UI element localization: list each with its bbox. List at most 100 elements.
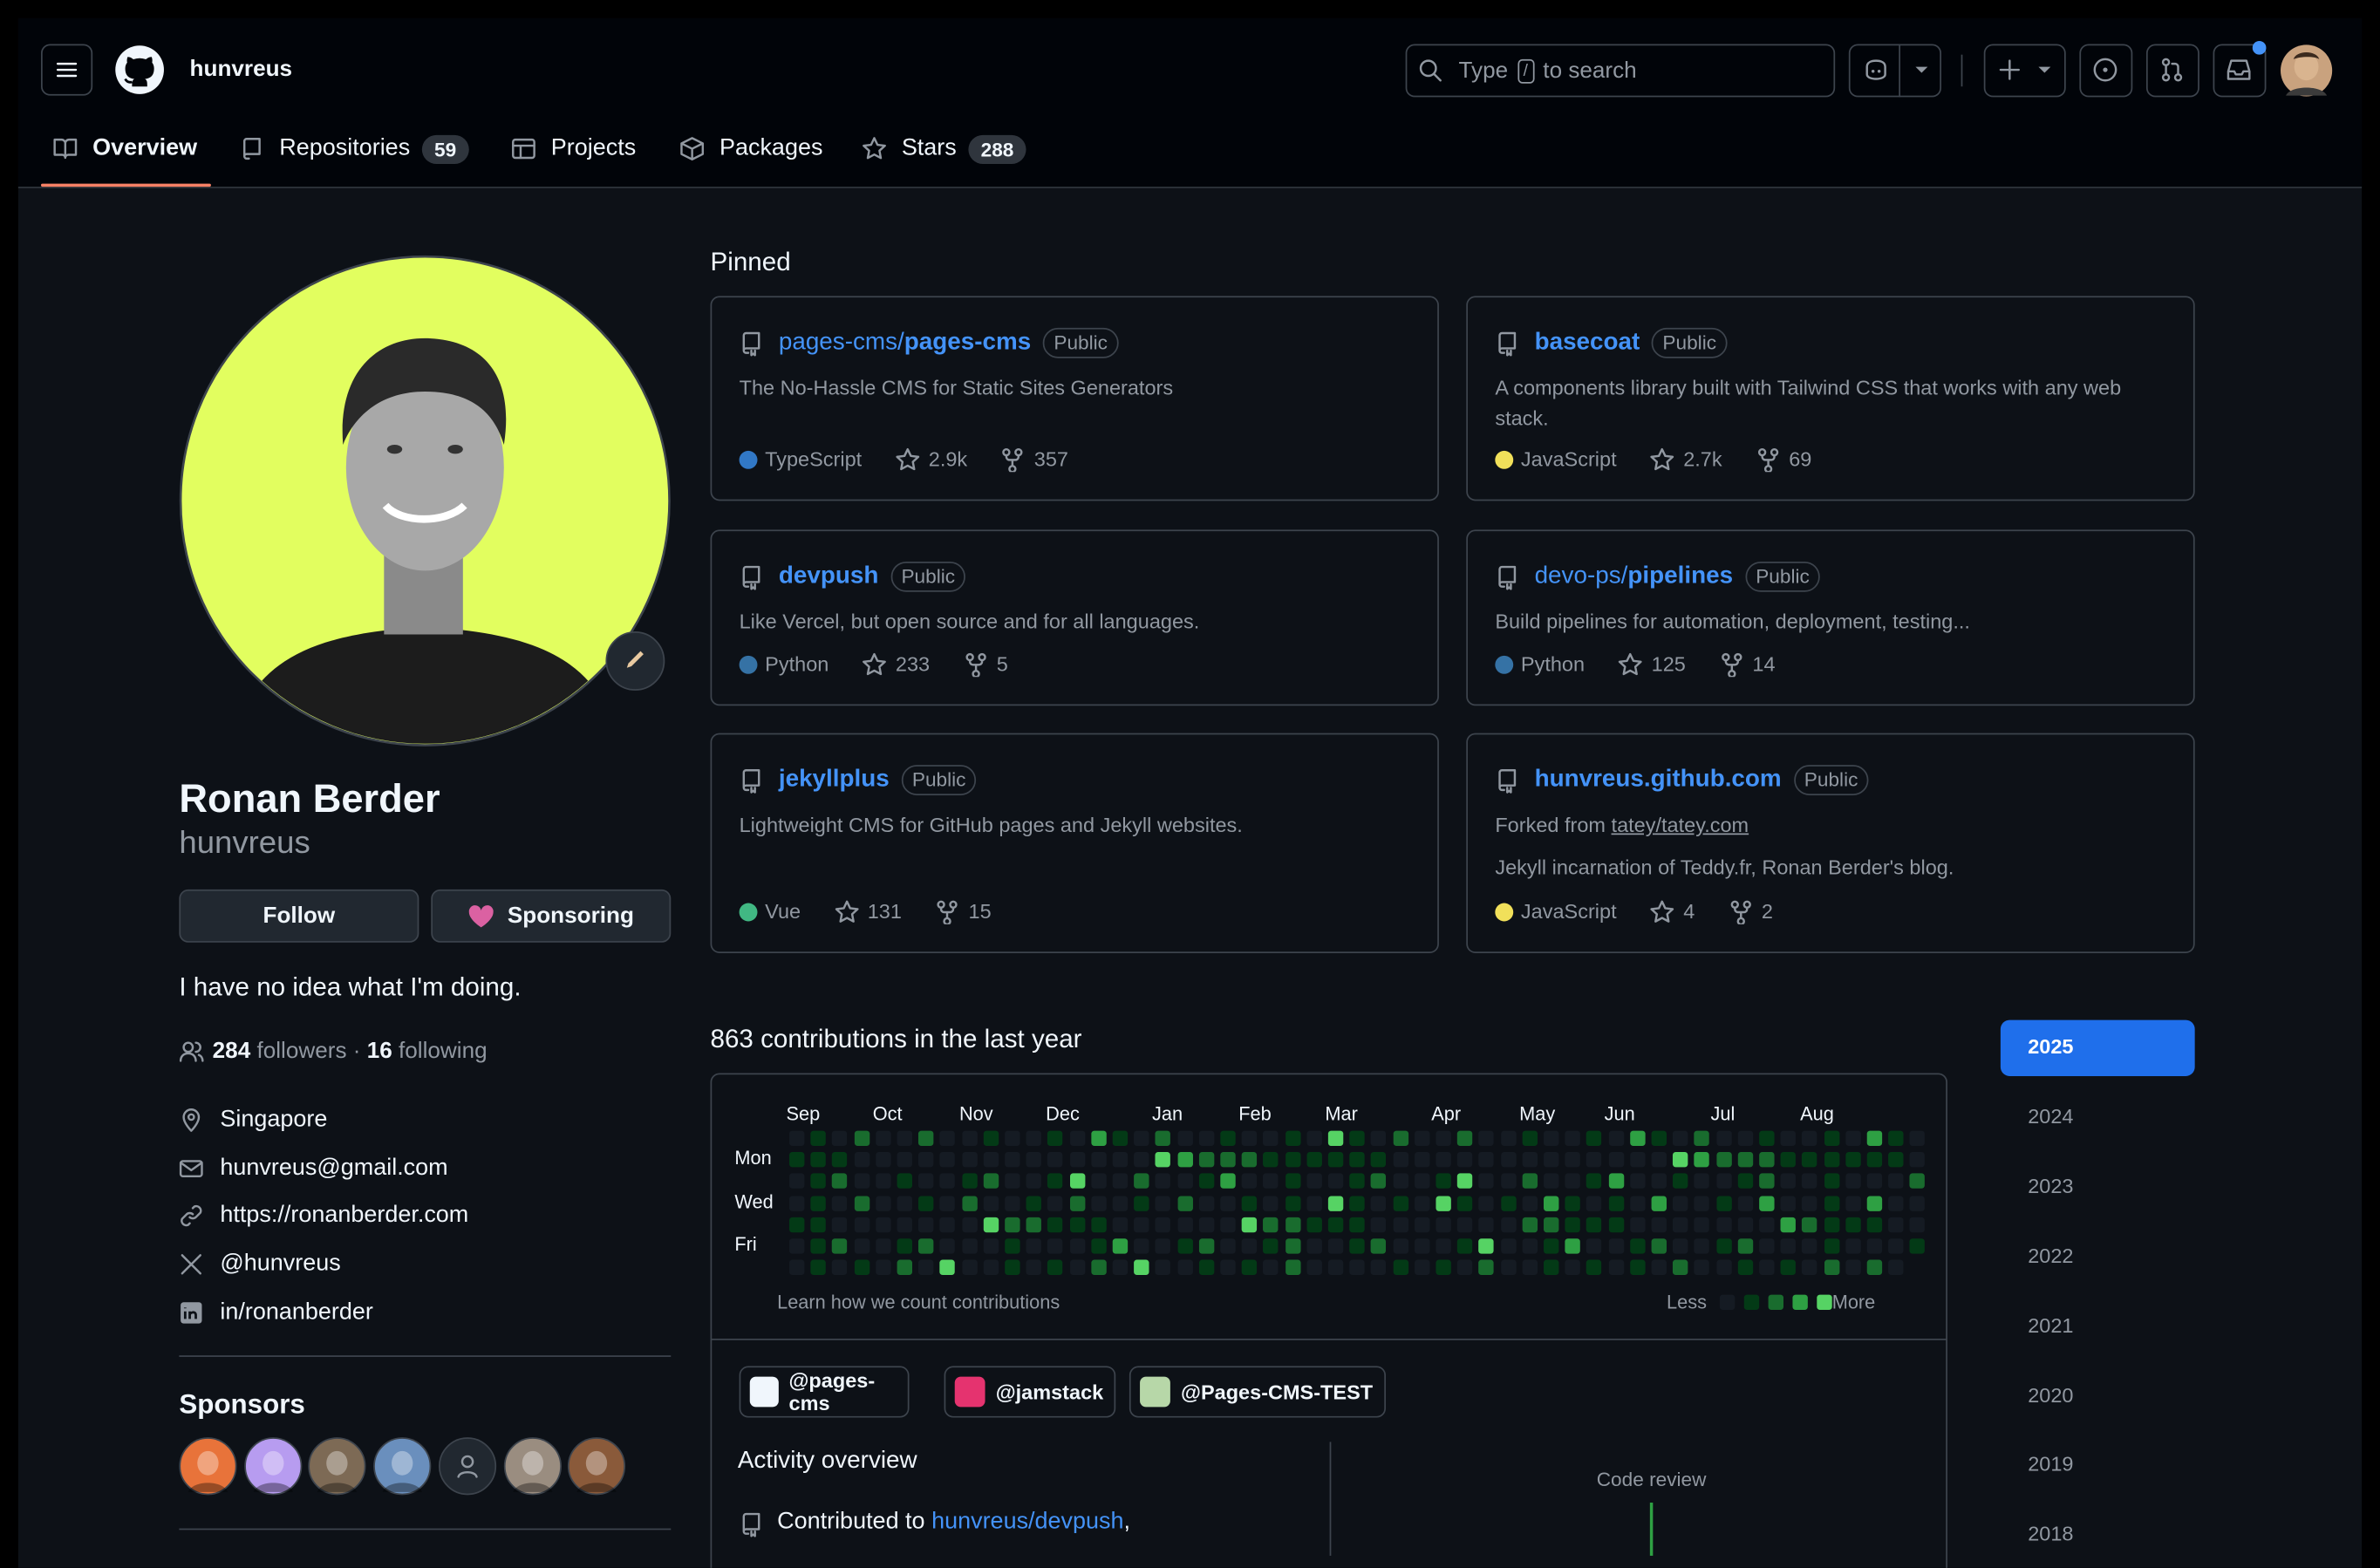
- contribution-cell[interactable]: [1457, 1259, 1473, 1276]
- contribution-cell[interactable]: [1500, 1152, 1516, 1168]
- year-link[interactable]: 2025: [2028, 1034, 2074, 1059]
- contribution-cell[interactable]: [1047, 1238, 1063, 1254]
- contribution-cell[interactable]: [854, 1259, 869, 1276]
- contribution-cell[interactable]: [1522, 1130, 1538, 1147]
- contribution-cell[interactable]: [1866, 1152, 1883, 1168]
- contribution-cell[interactable]: [1156, 1152, 1171, 1168]
- contribution-cell[interactable]: [1673, 1130, 1688, 1147]
- org-name[interactable]: @Pages-CMS-TEST: [1181, 1380, 1374, 1404]
- contribution-cell[interactable]: [1457, 1130, 1473, 1147]
- contribution-cell[interactable]: [1436, 1174, 1451, 1190]
- contribution-cell[interactable]: [940, 1238, 956, 1254]
- forks-link[interactable]: 357: [1000, 445, 1068, 475]
- contribution-cell[interactable]: [1824, 1195, 1839, 1211]
- contribution-cell[interactable]: [1544, 1152, 1559, 1168]
- profile-detail[interactable]: in/ronanberder: [220, 1299, 373, 1326]
- contribution-cell[interactable]: [1176, 1259, 1193, 1276]
- contribution-cell[interactable]: [854, 1130, 869, 1147]
- contribution-cell[interactable]: [1737, 1130, 1753, 1147]
- year-link[interactable]: 2024: [2028, 1104, 2074, 1128]
- contribution-cell[interactable]: [1112, 1130, 1129, 1147]
- contribution-cell[interactable]: [1824, 1217, 1839, 1232]
- contribution-cell[interactable]: [1802, 1174, 1817, 1190]
- contribution-cell[interactable]: [1478, 1174, 1495, 1190]
- contribution-cell[interactable]: [1241, 1152, 1258, 1168]
- issues-button[interactable]: [2079, 44, 2133, 98]
- stars-count[interactable]: 233: [895, 652, 931, 676]
- menu-button[interactable]: [40, 44, 93, 96]
- contribution-cell[interactable]: [1176, 1130, 1193, 1147]
- contribution-cell[interactable]: [1069, 1174, 1085, 1190]
- contribution-cell[interactable]: [1069, 1152, 1085, 1168]
- tab-label[interactable]: Packages: [719, 134, 823, 161]
- contribution-cell[interactable]: [1047, 1195, 1063, 1211]
- contribution-cell[interactable]: [1780, 1174, 1797, 1190]
- contribution-cell[interactable]: [1910, 1152, 1926, 1168]
- header-username[interactable]: hunvreus: [189, 56, 293, 82]
- contribution-cell[interactable]: [832, 1152, 848, 1168]
- contribution-cell[interactable]: [897, 1238, 912, 1254]
- contribution-cell[interactable]: [1651, 1195, 1667, 1211]
- contribution-cell[interactable]: [1134, 1130, 1149, 1147]
- contribution-cell[interactable]: [1651, 1152, 1667, 1168]
- contribution-cell[interactable]: [1263, 1259, 1279, 1276]
- contribution-cell[interactable]: [1565, 1217, 1581, 1232]
- contribution-cell[interactable]: [1565, 1152, 1581, 1168]
- contribution-cell[interactable]: [1500, 1130, 1516, 1147]
- contribution-cell[interactable]: [1629, 1259, 1646, 1276]
- repo-owner[interactable]: pages-cms/: [778, 329, 904, 356]
- contribution-cell[interactable]: [1737, 1195, 1753, 1211]
- contribution-cell[interactable]: [1673, 1259, 1688, 1276]
- contribution-cell[interactable]: [1349, 1130, 1365, 1147]
- contribution-cell[interactable]: [1888, 1195, 1904, 1211]
- contribution-cell[interactable]: [1544, 1259, 1559, 1276]
- repo-name[interactable]: basecoat: [1534, 329, 1640, 356]
- contribution-cell[interactable]: [1069, 1259, 1085, 1276]
- contribution-cell[interactable]: [1436, 1130, 1451, 1147]
- contribution-cell[interactable]: [1198, 1217, 1214, 1232]
- forks-count[interactable]: 14: [1752, 652, 1776, 676]
- contribution-cell[interactable]: [810, 1174, 827, 1190]
- repo-name[interactable]: devpush: [778, 562, 879, 590]
- contribution-cell[interactable]: [1156, 1259, 1171, 1276]
- contribution-cell[interactable]: [1845, 1238, 1861, 1254]
- contribution-cell[interactable]: [1091, 1259, 1107, 1276]
- year-link[interactable]: 2020: [2028, 1383, 2074, 1407]
- contribution-cell[interactable]: [1069, 1238, 1085, 1254]
- year-link[interactable]: 2019: [2028, 1453, 2074, 1476]
- contribution-cell[interactable]: [1112, 1217, 1129, 1232]
- contribution-cell[interactable]: [1047, 1259, 1063, 1276]
- stars-link[interactable]: 125: [1618, 650, 1686, 680]
- org-name[interactable]: @pages-cms: [788, 1368, 876, 1415]
- forks-link[interactable]: 15: [935, 897, 992, 928]
- stars-link[interactable]: 2.9k: [895, 445, 967, 475]
- contribution-cell[interactable]: [1220, 1195, 1236, 1211]
- contribution-cell[interactable]: [1500, 1259, 1516, 1276]
- contribution-cell[interactable]: [789, 1130, 805, 1147]
- contribution-cell[interactable]: [1371, 1195, 1387, 1211]
- contribution-cell[interactable]: [1349, 1195, 1365, 1211]
- contribution-cell[interactable]: [1780, 1217, 1797, 1232]
- contribution-cell[interactable]: [1134, 1195, 1149, 1211]
- contribution-cell[interactable]: [1500, 1174, 1516, 1190]
- contribution-cell[interactable]: [1673, 1174, 1688, 1190]
- contribution-cell[interactable]: [832, 1174, 848, 1190]
- contribution-cell[interactable]: [1522, 1259, 1538, 1276]
- contribution-cell[interactable]: [983, 1130, 999, 1147]
- contribution-cell[interactable]: [1112, 1259, 1129, 1276]
- contribution-cell[interactable]: [810, 1152, 827, 1168]
- contribution-cell[interactable]: [1285, 1130, 1300, 1147]
- contribution-cell[interactable]: [1371, 1130, 1387, 1147]
- contribution-cell[interactable]: [1047, 1130, 1063, 1147]
- tab[interactable]: Repositories 59: [279, 133, 469, 164]
- contribution-cell[interactable]: [897, 1174, 912, 1190]
- sponsoring-button[interactable]: Sponsoring: [431, 889, 672, 943]
- contribution-cell[interactable]: [1263, 1174, 1279, 1190]
- contribution-cell[interactable]: [1780, 1152, 1797, 1168]
- contribution-cell[interactable]: [1845, 1195, 1861, 1211]
- repo-name[interactable]: pages-cms: [904, 329, 1032, 356]
- contribution-cell[interactable]: [1371, 1217, 1387, 1232]
- forks-link[interactable]: 14: [1719, 650, 1776, 680]
- stars-count[interactable]: 125: [1651, 652, 1686, 676]
- contribution-cell[interactable]: [1565, 1238, 1581, 1254]
